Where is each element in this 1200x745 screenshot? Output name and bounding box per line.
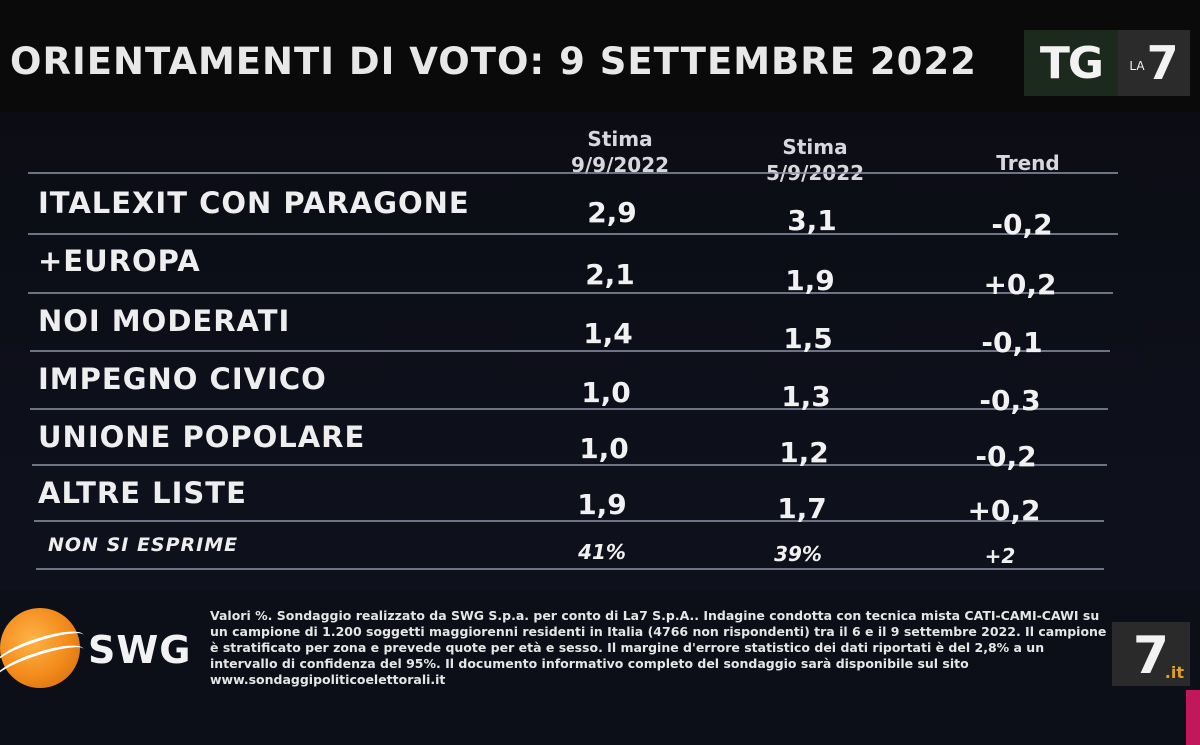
table-row-label: ALTRE LISTE xyxy=(38,476,247,510)
table-rule xyxy=(28,233,1118,235)
table-cell-stima-5-9: 1,5 xyxy=(783,322,833,355)
table-cell-trend: -0,2 xyxy=(991,208,1053,241)
la7-it-logo-suffix: .it xyxy=(1164,663,1184,682)
table-cell-stima-5-9: 39% xyxy=(774,542,822,566)
table-rule xyxy=(32,464,1107,466)
tg-logo: TG xyxy=(1024,30,1118,96)
la7-logo-la: LA xyxy=(1129,59,1145,73)
table-cell-stima-9-9: 1,4 xyxy=(583,317,633,350)
corner-accent xyxy=(1186,690,1200,745)
la7-it-logo: 7 .it xyxy=(1112,622,1190,686)
table-cell-stima-5-9: 3,1 xyxy=(787,204,837,237)
table-cell-trend: -0,2 xyxy=(975,440,1037,473)
table-row-label: ITALEXIT CON PARAGONE xyxy=(38,186,470,220)
page-title: ORIENTAMENTI DI VOTO: 9 SETTEMBRE 2022 xyxy=(10,40,977,83)
la7-logo: LA 7 xyxy=(1118,30,1190,96)
swg-brand: SWG xyxy=(88,628,192,672)
column-header-stima-9-9: Stima 9/9/2022 xyxy=(550,126,690,178)
table-cell-trend: -0,1 xyxy=(981,326,1043,359)
column-header-stima-5-9: Stima 5/9/2022 xyxy=(745,134,885,186)
table-cell-trend: -0,3 xyxy=(979,384,1041,417)
table-cell-stima-9-9: 41% xyxy=(578,540,626,564)
column-header-trend: Trend xyxy=(996,151,1060,175)
table-cell-trend: +2 xyxy=(984,544,1016,568)
swg-globe-icon xyxy=(0,608,80,688)
table-cell-trend: +0,2 xyxy=(967,494,1041,527)
table-rule xyxy=(28,292,1113,294)
column-header-line: Stima xyxy=(587,127,653,151)
table-row-label: NOI MODERATI xyxy=(38,304,291,338)
table-rule xyxy=(28,172,1118,174)
table-cell-stima-5-9: 1,3 xyxy=(781,380,831,413)
table-cell-trend: +0,2 xyxy=(983,268,1057,301)
table-cell-stima-9-9: 2,1 xyxy=(585,258,635,291)
table-cell-stima-5-9: 1,7 xyxy=(777,492,827,525)
table-row-label: UNIONE POPOLARE xyxy=(38,420,366,454)
table-cell-stima-5-9: 1,9 xyxy=(785,264,835,297)
table-cell-stima-9-9: 1,0 xyxy=(581,376,631,409)
table-row-label: NON SI ESPRIME xyxy=(48,534,239,556)
column-header-line: Stima xyxy=(782,135,848,159)
methodology-note: Valori %. Sondaggio realizzato da SWG S.… xyxy=(210,608,1107,687)
table-cell-stima-9-9: 1,9 xyxy=(577,488,627,521)
footer-bar xyxy=(0,590,1200,745)
table-rule xyxy=(36,568,1104,570)
table-rule xyxy=(30,408,1108,410)
table-row-label: +EUROPA xyxy=(38,244,201,278)
table-rule xyxy=(34,520,1104,522)
la7-logo-seven: 7 xyxy=(1146,36,1179,90)
table-cell-stima-5-9: 1,2 xyxy=(779,436,829,469)
la7-it-logo-seven: 7 xyxy=(1132,626,1170,686)
table-row-label: IMPEGNO CIVICO xyxy=(38,362,327,396)
table-rule xyxy=(30,350,1110,352)
column-header-line: 9/9/2022 xyxy=(570,153,670,177)
table-cell-stima-9-9: 2,9 xyxy=(587,196,637,229)
table-cell-stima-9-9: 1,0 xyxy=(579,432,629,465)
header-bar xyxy=(0,0,1200,112)
